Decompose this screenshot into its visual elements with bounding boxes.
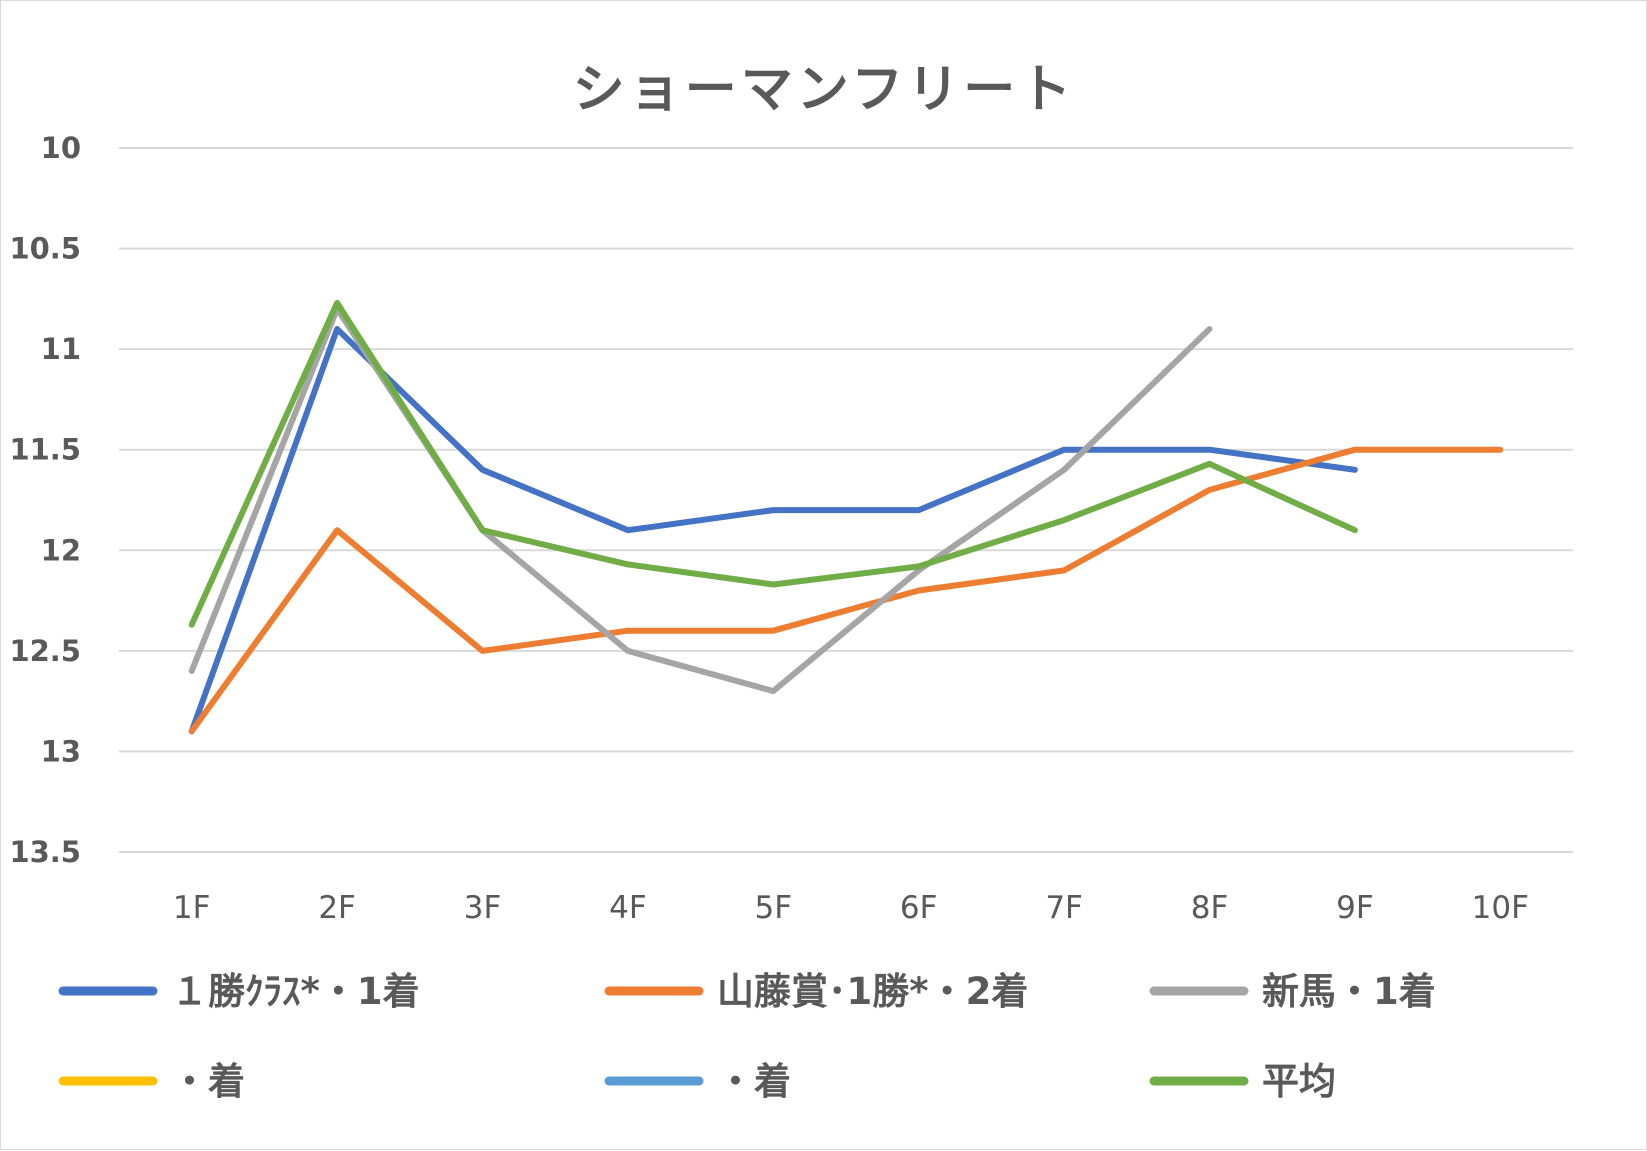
- legend: １勝ｸﾗｽ*・1着 山藤賞･1勝*・2着 新馬・1着・着 ・着 平均: [58, 970, 1436, 1103]
- series-lines: [188, 299, 1504, 735]
- legend-label: ・着: [171, 1060, 245, 1103]
- legend-label: 平均: [1262, 1060, 1336, 1103]
- x-tick-label: 8F: [1191, 890, 1229, 926]
- y-tick-label: 10: [41, 131, 81, 165]
- y-tick-label: 13: [41, 734, 81, 768]
- x-tick-label: 1F: [173, 890, 211, 926]
- y-tick-label: 12.5: [9, 634, 81, 668]
- series-line-2: [188, 305, 1213, 695]
- x-tick-label: 9F: [1336, 890, 1374, 926]
- series-line-5: [188, 299, 1358, 628]
- x-tick-label: 2F: [318, 890, 356, 926]
- gridlines: [119, 147, 1573, 853]
- y-axis-labels: 10 10.5 11 11.5 12 12.5 13 13.5: [9, 131, 81, 869]
- x-tick-label: 5F: [755, 890, 793, 926]
- chart-title: ショーマンフリート: [573, 60, 1075, 120]
- x-tick-label: 6F: [900, 890, 938, 926]
- y-tick-label: 12: [41, 533, 81, 567]
- x-tick-label: 10F: [1472, 890, 1529, 926]
- series-line-1: [188, 446, 1504, 735]
- legend-label: １勝ｸﾗｽ*・1着: [171, 970, 420, 1013]
- legend-label: 山藤賞･1勝*・2着: [717, 970, 1028, 1013]
- y-tick-label: 11: [41, 332, 81, 366]
- series-line-0: [188, 326, 1358, 735]
- x-tick-label: 3F: [464, 890, 502, 926]
- x-axis-labels: 1F 2F 3F 4F 5F 6F 7F 8F 9F 10F: [173, 890, 1529, 926]
- legend-item: 山藤賞･1勝*・2着: [604, 970, 1028, 1013]
- y-tick-label: 13.5: [9, 835, 81, 869]
- legend-item: 新馬・1着: [1149, 970, 1436, 1013]
- legend-label: 新馬・1着: [1262, 970, 1436, 1013]
- legend-item: ・着: [604, 1060, 791, 1103]
- legend-item: 平均: [1149, 1060, 1336, 1103]
- y-tick-label: 10.5: [9, 232, 81, 266]
- legend-label: ・着: [717, 1060, 791, 1103]
- legend-item: １勝ｸﾗｽ*・1着: [58, 970, 420, 1013]
- legend-item: ・着: [58, 1060, 245, 1103]
- y-tick-label: 11.5: [9, 433, 81, 467]
- x-tick-label: 7F: [1045, 890, 1083, 926]
- x-tick-label: 4F: [609, 890, 647, 926]
